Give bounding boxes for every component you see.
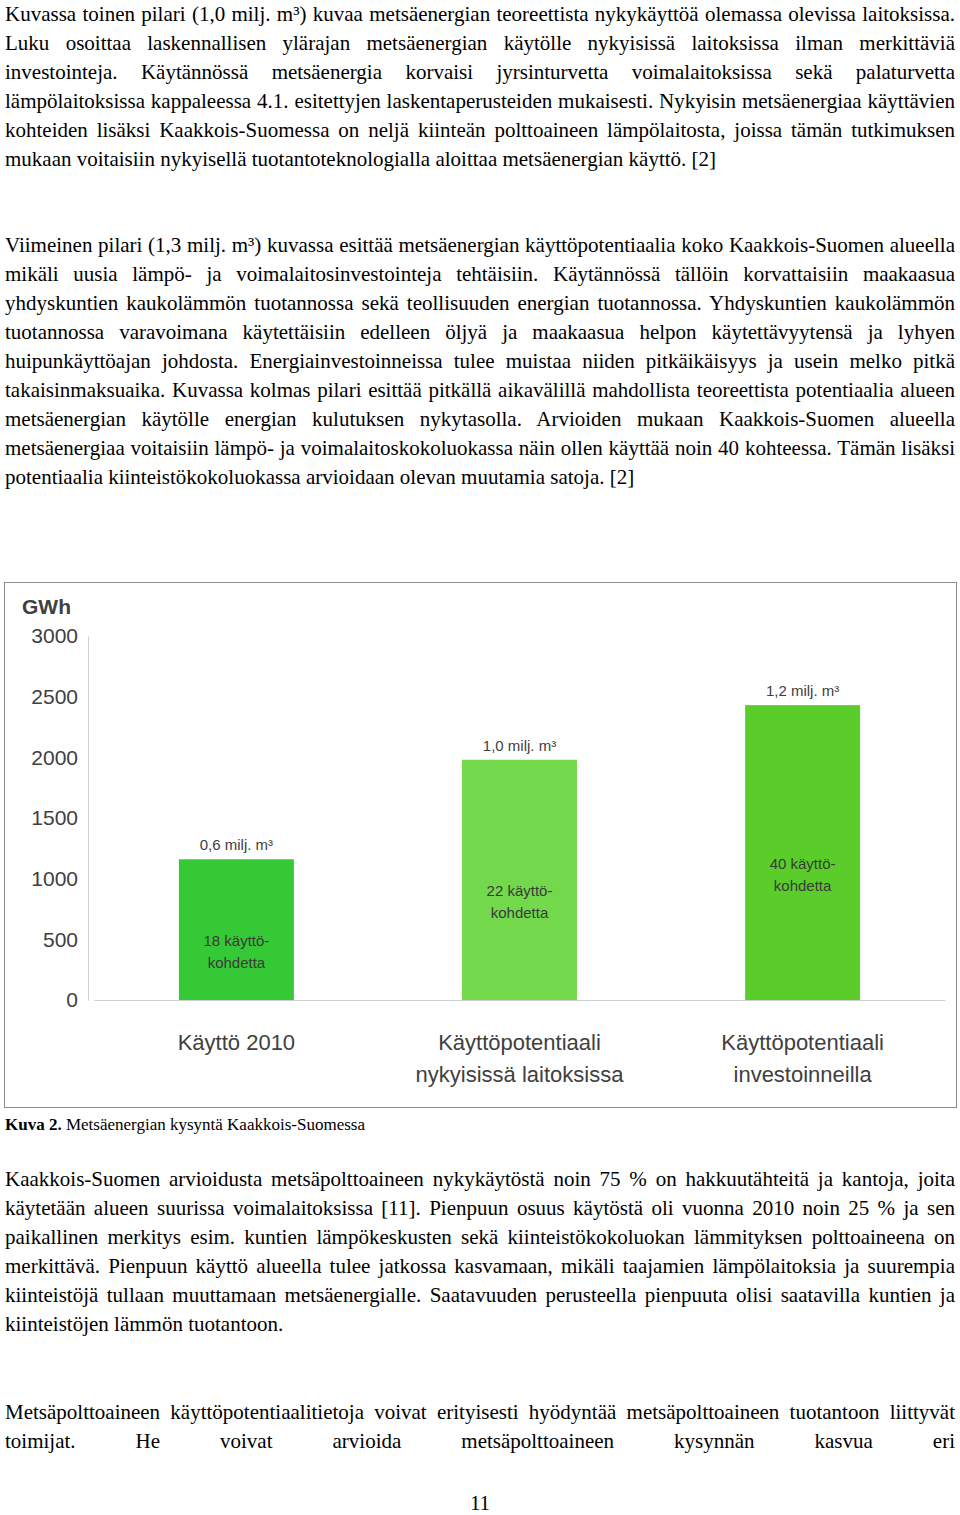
y-tick: 2000: [31, 746, 88, 769]
annotation-line: kohdetta: [208, 954, 266, 971]
annotation-inside: 18 käyttö-kohdetta: [203, 932, 269, 971]
y-tick-label: 2000: [31, 746, 78, 769]
annotation-inside: 40 käyttö-kohdetta: [770, 855, 836, 894]
annotation-line: 22 käyttö-: [487, 882, 553, 899]
bar: [745, 705, 860, 1000]
x-tick-label-line: nykyisissä laitoksissa: [416, 1062, 625, 1087]
x-tick-label: Käyttö 2010: [178, 1030, 295, 1055]
annotation-line: 40 käyttö-: [770, 855, 836, 872]
chart-frame: [5, 583, 957, 1108]
annotation-above: 1,0 milj. m³: [483, 737, 556, 754]
x-tick: Käyttö 2010: [178, 1000, 295, 1055]
y-tick-label: 1500: [31, 806, 78, 829]
annotation-line: kohdetta: [774, 877, 832, 894]
y-tick: 500: [43, 928, 88, 951]
paragraph: Kuvassa toinen pilari (1,0 milj. m³) kuv…: [5, 0, 955, 174]
y-tick: 2500: [31, 685, 88, 708]
annotation-line: kohdetta: [491, 904, 549, 921]
annotation-inside: 22 käyttö-kohdetta: [487, 882, 553, 921]
annotation-above: 1,2 milj. m³: [766, 682, 839, 699]
x-tick-label-line: Käyttö 2010: [178, 1030, 295, 1055]
y-tick: 0: [66, 988, 88, 1011]
paragraph: Metsäpolttoaineen käyttöpotentiaalitieto…: [5, 1398, 955, 1456]
y-tick-label: 3000: [31, 624, 78, 647]
y-tick: 1000: [31, 867, 88, 890]
annotation-line: 18 käyttö-: [203, 932, 269, 949]
x-tick-label-line: investoinneilla: [733, 1062, 872, 1087]
y-axis: 0 500 1000 1500 2000 2500 3000: [31, 624, 88, 1011]
caption-text: Metsäenergian kysyntä Kaakkois-Suomessa: [66, 1115, 365, 1134]
x-axis-line: [95, 1000, 946, 1001]
x-tick-label-line: Käyttöpotentiaali: [438, 1030, 601, 1055]
x-tick-label: Käyttöpotentiaali investoinneilla: [721, 1030, 884, 1087]
y-tick-label: 500: [43, 928, 78, 951]
chart: 050010001500200025003000GWhKäyttö 2010Kä…: [4, 582, 957, 1108]
bars: [179, 705, 860, 1000]
y-axis-line: [88, 637, 89, 1001]
y-axis-title: GWh: [22, 595, 71, 618]
x-tick-label-line: Käyttöpotentiaali: [721, 1030, 884, 1055]
x-tick-label: Käyttöpotentiaali nykyisissä laitoksissa: [416, 1030, 625, 1087]
x-tick: Käyttöpotentiaali nykyisissä laitoksissa: [416, 1000, 625, 1087]
bar: [462, 760, 577, 1000]
caption-space: [62, 1115, 66, 1134]
annotation-above: 0,6 milj. m³: [200, 836, 273, 853]
y-tick-label: 2500: [31, 685, 78, 708]
y-tick-label: 1000: [31, 867, 78, 890]
bar: [179, 859, 294, 1000]
paragraph: Kaakkois-Suomen arvioidusta metsäpolttoa…: [5, 1165, 955, 1339]
annotations: 0,6 milj. m³ 1,0 milj. m³ 1,2 milj. m³ 18 k…: [200, 682, 840, 970]
y-tick-label: 0: [66, 988, 78, 1011]
x-axis: Käyttö 2010 Käyttöpotentiaali nykyisissä l…: [95, 1000, 946, 1087]
y-tick: 3000: [31, 624, 88, 647]
y-tick: 1500: [31, 806, 88, 829]
figure-caption: Kuva 2. Metsäenergian kysyntä Kaakkois-S…: [5, 1113, 955, 1137]
paragraph: Viimeinen pilari (1,3 milj. m³) kuvassa …: [5, 231, 955, 492]
page-number: 11: [0, 1491, 960, 1515]
x-tick: Käyttöpotentiaali investoinneilla: [721, 1000, 884, 1087]
caption-label: Kuva 2.: [5, 1115, 62, 1134]
